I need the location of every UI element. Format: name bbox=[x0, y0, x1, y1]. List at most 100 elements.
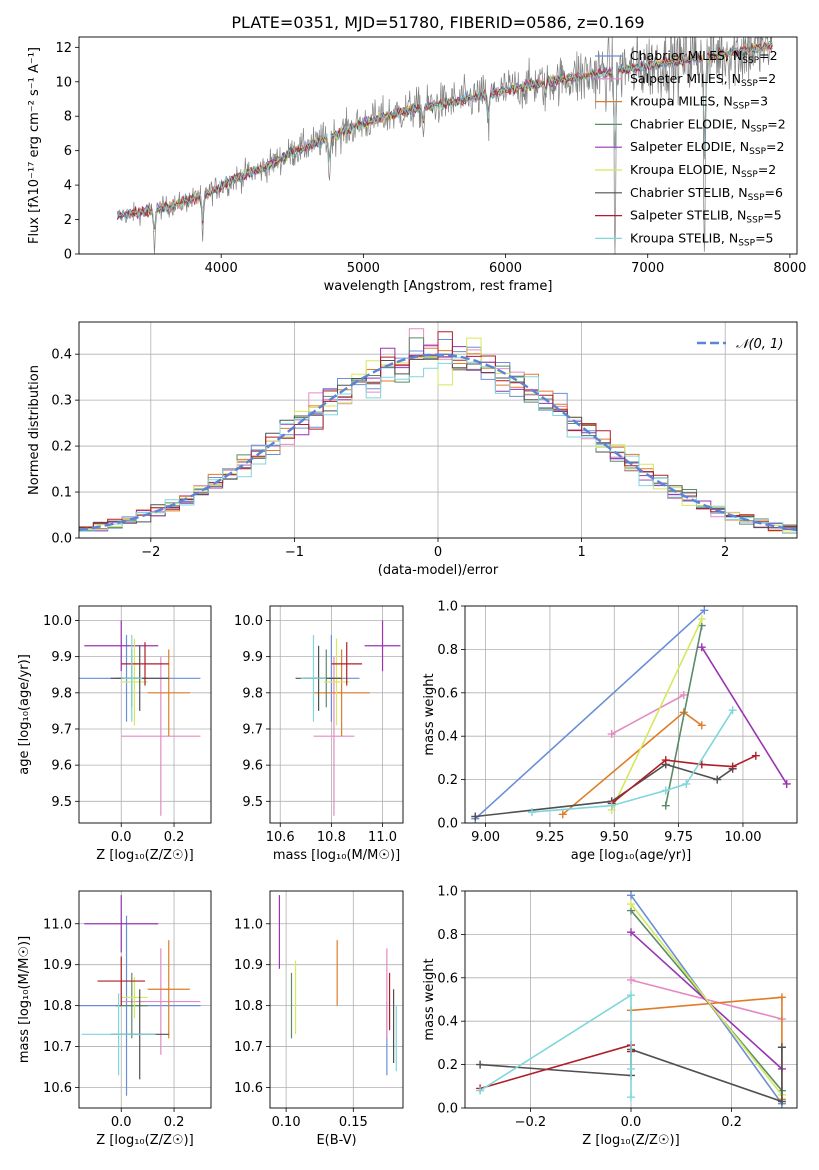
x-tick-label: 0.0 bbox=[621, 1115, 642, 1130]
mass-weight-vs-z-axes: −0.2 0.0 0.2 0.0 0.2 0.4 0.6 0.8 1.0 bbox=[437, 885, 797, 1130]
residual-histogram-xlabel: (data-model)/error bbox=[378, 563, 499, 578]
x-tick-label: −0.2 bbox=[515, 1115, 547, 1130]
series-marker bbox=[476, 1060, 485, 1069]
x-tick-label: 6000 bbox=[489, 261, 522, 276]
y-tick-label: 0.2 bbox=[51, 440, 72, 455]
x-tick-label: 9.00 bbox=[471, 830, 500, 845]
y-tick-label: 10.0 bbox=[43, 614, 72, 629]
model-fit-line-6 bbox=[117, 42, 773, 230]
series-marker bbox=[627, 1064, 635, 1073]
spectrum-lines bbox=[117, 37, 773, 254]
spectrum-xlabel: wavelength [Angstrom, rest frame] bbox=[324, 279, 553, 294]
series-marker bbox=[751, 751, 760, 760]
series-marker bbox=[679, 690, 688, 699]
age-vs-z-points bbox=[79, 620, 201, 816]
series-line-1 bbox=[611, 694, 685, 735]
age-vs-z-axes: 0.0 0.2 9.5 9.6 9.7 9.8 9.9 10.0 bbox=[43, 606, 211, 845]
mass-weight-vs-z-ylabel: mass weight bbox=[422, 958, 437, 1040]
series-marker bbox=[777, 1097, 786, 1106]
series-marker bbox=[627, 1093, 635, 1102]
y-tick-label: 9.9 bbox=[51, 650, 72, 665]
x-tick-label: −1 bbox=[285, 545, 304, 560]
series-marker bbox=[607, 730, 616, 739]
legend-entry: Chabrier ELODIE, NSSP=2 bbox=[630, 116, 786, 134]
model-fit-line-8 bbox=[117, 42, 773, 229]
y-tick-label: 0.8 bbox=[437, 928, 458, 943]
series-line-3 bbox=[664, 625, 703, 806]
mass-weight-vs-z-frame bbox=[464, 890, 798, 1109]
x-tick-label: 0.10 bbox=[272, 1115, 301, 1130]
histogram-series-6 bbox=[79, 353, 797, 529]
series-marker bbox=[713, 775, 722, 784]
y-tick-label: 0.3 bbox=[51, 394, 72, 409]
y-tick-label: 9.9 bbox=[242, 650, 263, 665]
series-marker bbox=[627, 928, 635, 937]
series-marker bbox=[661, 756, 670, 765]
y-tick-label: 0.8 bbox=[437, 643, 458, 658]
age-vs-z-xlabel: Z [log₁₀(Z/Z☉)] bbox=[96, 848, 193, 863]
legend-entry: Salpeter ELODIE, NSSP=2 bbox=[630, 139, 784, 157]
x-tick-label: 0.2 bbox=[164, 1115, 185, 1130]
y-tick-label: 0.6 bbox=[437, 686, 458, 701]
series-marker bbox=[627, 975, 635, 984]
series-line-0 bbox=[474, 609, 705, 820]
y-tick-label: 10.7 bbox=[234, 1040, 263, 1055]
hist-frame bbox=[78, 321, 798, 539]
mass-vs-z-frame bbox=[78, 890, 212, 1109]
x-tick-label: 9.25 bbox=[535, 830, 564, 845]
mass-vs-ebv-axes: 0.10 0.15 10.6 10.7 10.8 10.9 11.0 bbox=[234, 891, 403, 1130]
y-tick-label: 1.0 bbox=[437, 885, 458, 900]
series-line-5 bbox=[610, 618, 703, 811]
series-marker bbox=[476, 1086, 485, 1095]
mass-weight-vs-age-ylabel: mass weight bbox=[422, 673, 437, 755]
x-tick-label: 1 bbox=[577, 545, 585, 560]
y-tick-label: 0 bbox=[64, 248, 72, 263]
mass-vs-z-xlabel: Z [log₁₀(Z/Z☉)] bbox=[96, 1133, 193, 1148]
x-tick-label: 0.0 bbox=[111, 1115, 132, 1130]
legend-entry: Kroupa ELODIE, NSSP=2 bbox=[630, 162, 776, 180]
histogram-steps bbox=[79, 328, 797, 534]
age-vs-mass-axes: 10.6 10.8 11.0 9.5 9.6 9.7 9.8 9.9 10.0 bbox=[234, 606, 403, 845]
series-marker bbox=[700, 606, 709, 615]
residual-histogram-axes: −2 −1 0 1 2 0.0 0.1 0.2 0.3 0.4 bbox=[51, 322, 797, 560]
y-tick-label: 0.4 bbox=[437, 730, 458, 745]
x-tick-label: 9.50 bbox=[600, 830, 629, 845]
y-tick-label: 4 bbox=[64, 179, 72, 194]
y-tick-label: 11.0 bbox=[43, 917, 72, 932]
series-line-5 bbox=[630, 903, 783, 1096]
y-tick-label: 0.2 bbox=[437, 773, 458, 788]
y-tick-label: 11.0 bbox=[234, 917, 263, 932]
spectrum-legend: Chabrier MILES, NSSP=2 Salpeter MILES, NS… bbox=[595, 48, 786, 248]
y-tick-label: 6 bbox=[64, 144, 72, 159]
y-tick-label: 0.1 bbox=[51, 486, 72, 501]
observed-spectrum-line bbox=[117, 37, 773, 254]
mass-weight-vs-age-xlabel: age [log₁₀(age/yr)] bbox=[571, 848, 692, 863]
series-marker bbox=[697, 721, 706, 730]
series-marker bbox=[627, 991, 635, 1000]
series-marker bbox=[661, 786, 670, 795]
normal-reference-curve bbox=[79, 353, 797, 532]
y-tick-label: 10.6 bbox=[43, 1081, 72, 1096]
x-tick-label: 10.6 bbox=[266, 830, 295, 845]
series-marker bbox=[471, 812, 480, 821]
series-marker bbox=[682, 779, 691, 788]
y-tick-label: 10.8 bbox=[43, 999, 72, 1014]
spectrum-axes: 4000 5000 6000 7000 8000 0 2 4 6 8 10 12 bbox=[55, 41, 806, 276]
series-marker bbox=[627, 900, 635, 909]
x-tick-label: 0.15 bbox=[339, 1115, 368, 1130]
mass-vs-z-points bbox=[79, 895, 201, 1096]
legend-entry: Chabrier STELIB, NSSP=6 bbox=[630, 185, 783, 203]
series-marker bbox=[607, 801, 616, 810]
age-vs-mass-xlabel: mass [log₁₀(M/M☉)] bbox=[273, 848, 400, 863]
x-tick-label: 7000 bbox=[631, 261, 664, 276]
age-vs-z-ylabel: age [log₁₀(age/yr)] bbox=[17, 654, 32, 775]
y-tick-label: 0.4 bbox=[51, 348, 72, 363]
x-tick-label: 2 bbox=[721, 545, 729, 560]
y-tick-label: 0.4 bbox=[437, 1015, 458, 1030]
y-tick-label: 9.7 bbox=[242, 722, 263, 737]
age-vs-z-frame bbox=[78, 605, 212, 824]
y-tick-label: 9.8 bbox=[51, 686, 72, 701]
x-tick-label: 10.00 bbox=[724, 830, 761, 845]
y-tick-label: 10 bbox=[55, 75, 72, 90]
